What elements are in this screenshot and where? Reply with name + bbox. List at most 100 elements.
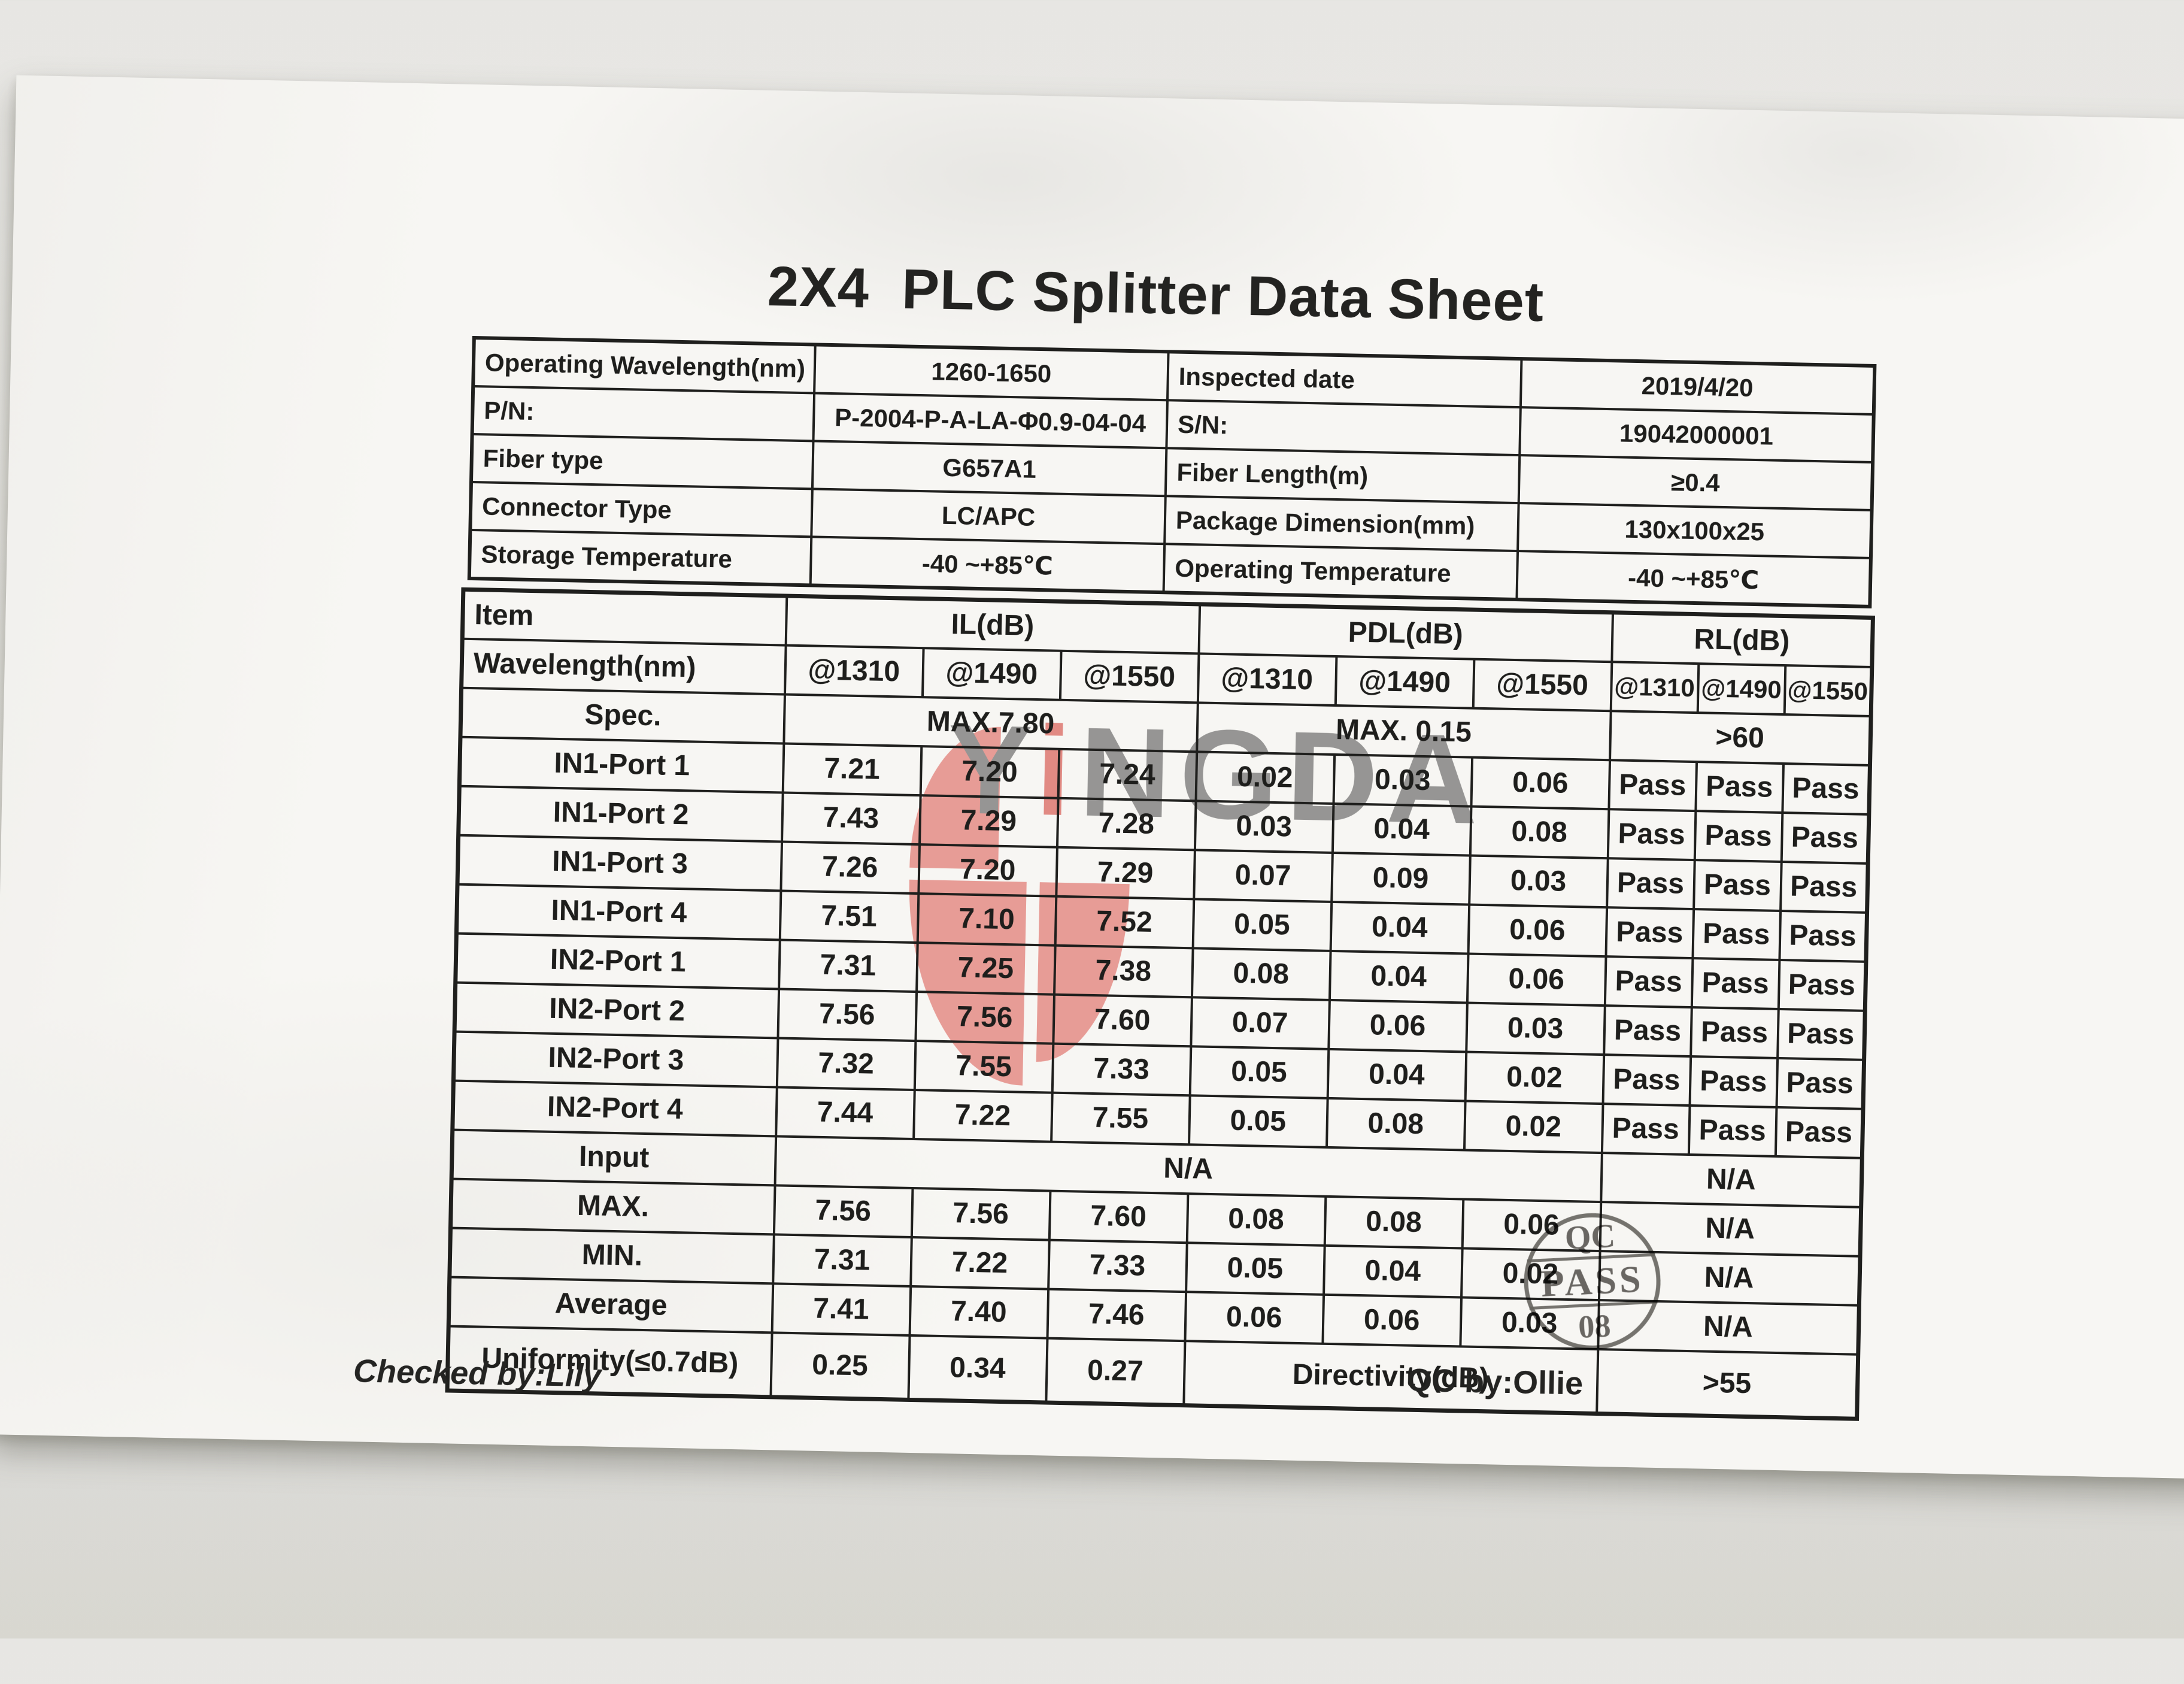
info-label: Fiber type [471, 434, 814, 489]
il-value: 7.43 [781, 792, 921, 844]
rl-value: Pass [1780, 861, 1868, 913]
il-value: 7.22 [910, 1237, 1049, 1289]
pdl-value: 0.04 [1329, 950, 1469, 1003]
rl-value: Pass [1606, 907, 1694, 958]
info-label: Operating Wavelength(nm) [473, 338, 815, 393]
rl-value: Pass [1688, 1105, 1777, 1156]
info-value: ≥0.4 [1518, 455, 1873, 510]
row-label: IN1-Port 2 [458, 786, 783, 841]
il-value: 7.51 [779, 890, 918, 943]
info-value: 130x100x25 [1518, 503, 1872, 558]
wavelength-col-header: @1310 [784, 645, 924, 697]
item-header: Item [462, 589, 787, 646]
pdl-value: 0.02 [1196, 751, 1334, 804]
il-value: 7.20 [920, 746, 1059, 798]
pdl-value: 0.06 [1467, 953, 1606, 1005]
il-value: 7.33 [1052, 1043, 1191, 1095]
directivity-value: >55 [1596, 1349, 1858, 1419]
il-value: 7.29 [1055, 847, 1195, 899]
row-label: IN2-Port 2 [454, 982, 779, 1038]
info-value: -40 ~+85℃ [810, 537, 1165, 593]
row-label: IN1-Port 4 [456, 884, 781, 940]
row-label: IN1-Port 1 [459, 737, 784, 793]
rl-value: Pass [1778, 959, 1866, 1011]
rl-value: Pass [1689, 1056, 1777, 1107]
pdl-value: 0.04 [1327, 1049, 1466, 1101]
wavelength-col-header: @1310 [1610, 661, 1698, 713]
il-value: 7.32 [776, 1037, 915, 1090]
il-value: 7.55 [914, 1040, 1053, 1093]
info-value: 19042000001 [1519, 407, 1874, 462]
row-label: Spec. [460, 687, 785, 744]
rl-value: Pass [1606, 858, 1695, 909]
pdl-value: 0.03 [1194, 800, 1334, 853]
row-label: IN2-Port 4 [452, 1080, 777, 1136]
il-value: 7.52 [1055, 896, 1194, 948]
rl-value: Pass [1601, 1103, 1690, 1155]
stamp-number-text: 08 [1577, 1307, 1612, 1345]
pdl-value: 0.08 [1187, 1193, 1325, 1246]
row-label: Input [451, 1129, 776, 1185]
row-label: IN1-Port 3 [457, 835, 782, 891]
pdl-value: 0.06 [1470, 757, 1610, 809]
pdl-value: 0.04 [1323, 1245, 1463, 1297]
il-value: 7.60 [1052, 994, 1192, 1046]
rl-value: Pass [1608, 759, 1697, 811]
rl-value: Pass [1690, 1007, 1779, 1058]
pdl-value: 0.08 [1324, 1196, 1463, 1248]
rl-value: Pass [1603, 1005, 1692, 1056]
il-value: 7.41 [772, 1283, 911, 1335]
pdl-group-header: PDL(dB) [1199, 604, 1613, 662]
info-value: -40 ~+85℃ [1516, 551, 1871, 607]
il-group-header: IL(dB) [785, 596, 1200, 653]
wavelength-col-header: @1550 [1473, 659, 1612, 711]
info-label: Fiber Length(m) [1165, 448, 1520, 504]
il-value: 7.56 [777, 988, 917, 1041]
il-value: 7.55 [1051, 1092, 1190, 1144]
rl-value: Pass [1695, 761, 1783, 813]
wavelength-col-header: @1310 [1197, 653, 1336, 705]
wavelength-col-header: @1550 [1784, 665, 1872, 716]
checked-by-label: Checked by:Lily [353, 1353, 602, 1394]
rl-group-header: RL(dB) [1611, 612, 1873, 667]
pdl-value: 0.08 [1326, 1098, 1466, 1150]
il-value: 7.29 [919, 795, 1058, 847]
rl-value: Pass [1775, 1107, 1864, 1158]
row-label: MIN. [449, 1228, 774, 1283]
info-label: P/N: [472, 386, 815, 441]
il-spec: MAX.7.80 [783, 694, 1198, 752]
uniformity-value: 0.34 [908, 1335, 1048, 1403]
info-value: P-2004-P-A-LA-Φ0.9-04-04 [813, 393, 1167, 449]
pdl-value: 0.06 [1328, 1000, 1467, 1052]
il-value: 7.38 [1054, 945, 1193, 997]
rl-spec: >60 [1609, 710, 1871, 765]
pdl-value: 0.03 [1469, 855, 1608, 907]
rl-value: Pass [1604, 956, 1692, 1007]
stamp-qc-text: QC [1564, 1217, 1616, 1257]
pdl-value: 0.02 [1464, 1100, 1603, 1153]
info-value: 1260-1650 [814, 344, 1169, 401]
info-label: Inspected date [1167, 352, 1522, 408]
il-value: 7.56 [774, 1185, 912, 1237]
rl-value: Pass [1782, 763, 1870, 814]
wavelength-col-header: @1550 [1060, 650, 1199, 702]
pdl-value: 0.05 [1190, 1046, 1328, 1098]
il-value: 7.60 [1049, 1191, 1188, 1243]
input-rl-value: N/A [1600, 1152, 1863, 1207]
row-label: IN2-Port 1 [455, 933, 780, 989]
wavelength-header: Wavelength(nm) [461, 638, 786, 695]
rl-value: Pass [1779, 910, 1867, 962]
row-label: Average [448, 1276, 773, 1332]
pdl-value: 0.08 [1191, 947, 1331, 1000]
pdl-value: 0.02 [1465, 1052, 1604, 1104]
rl-value: Pass [1776, 1058, 1864, 1109]
measurement-table: Item IL(dB) PDL(dB) RL(dB) Wavelength(nm… [445, 587, 1876, 1421]
pdl-value: 0.05 [1193, 898, 1331, 951]
info-value: G657A1 [812, 441, 1167, 496]
pdl-value: 0.04 [1330, 901, 1469, 954]
il-value: 7.28 [1057, 798, 1196, 850]
qc-by-label: QC by:Ollie [1406, 1362, 1584, 1402]
rl-value: Pass [1692, 908, 1780, 960]
qc-pass-stamp: QC PASS 08 [1521, 1210, 1664, 1353]
